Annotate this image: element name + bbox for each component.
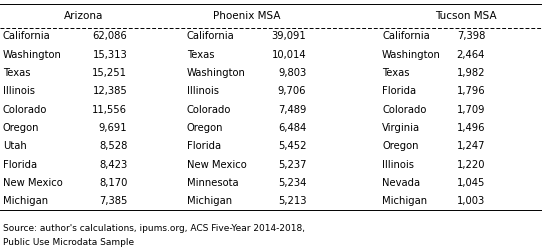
Text: Florida: Florida <box>187 141 221 151</box>
Text: 7,489: 7,489 <box>278 104 306 114</box>
Text: 5,213: 5,213 <box>278 196 306 205</box>
Text: Tucson MSA: Tucson MSA <box>435 11 497 21</box>
Text: Utah: Utah <box>3 141 27 151</box>
Text: 8,170: 8,170 <box>99 177 127 187</box>
Text: Michigan: Michigan <box>382 196 427 205</box>
Text: Florida: Florida <box>382 86 416 96</box>
Text: 11,556: 11,556 <box>92 104 127 114</box>
Text: Texas: Texas <box>187 50 215 59</box>
Text: Colorado: Colorado <box>187 104 231 114</box>
Text: California: California <box>382 31 430 41</box>
Text: 1,982: 1,982 <box>456 68 485 78</box>
Text: 9,691: 9,691 <box>99 122 127 132</box>
Text: New Mexico: New Mexico <box>187 159 247 169</box>
Text: 8,423: 8,423 <box>99 159 127 169</box>
Text: 1,709: 1,709 <box>456 104 485 114</box>
Text: Oregon: Oregon <box>187 122 223 132</box>
Text: Source: author's calculations, ipums.org, ACS Five-Year 2014-2018,: Source: author's calculations, ipums.org… <box>3 223 305 232</box>
Text: 9,706: 9,706 <box>278 86 306 96</box>
Text: Oregon: Oregon <box>3 122 39 132</box>
Text: Washington: Washington <box>3 50 62 59</box>
Text: Arizona: Arizona <box>64 11 104 21</box>
Text: 1,045: 1,045 <box>457 177 485 187</box>
Text: Colorado: Colorado <box>382 104 427 114</box>
Text: Oregon: Oregon <box>382 141 418 151</box>
Text: 1,003: 1,003 <box>457 196 485 205</box>
Text: 2,464: 2,464 <box>457 50 485 59</box>
Text: 15,251: 15,251 <box>92 68 127 78</box>
Text: Michigan: Michigan <box>187 196 232 205</box>
Text: Illinois: Illinois <box>382 159 414 169</box>
Text: 62,086: 62,086 <box>93 31 127 41</box>
Text: Florida: Florida <box>3 159 37 169</box>
Text: Texas: Texas <box>3 68 30 78</box>
Text: 1,796: 1,796 <box>456 86 485 96</box>
Text: Phoenix MSA: Phoenix MSA <box>213 11 280 21</box>
Text: 9,803: 9,803 <box>278 68 306 78</box>
Text: 5,234: 5,234 <box>278 177 306 187</box>
Text: Virginia: Virginia <box>382 122 420 132</box>
Text: 1,220: 1,220 <box>456 159 485 169</box>
Text: 5,452: 5,452 <box>278 141 306 151</box>
Text: Washington: Washington <box>187 68 246 78</box>
Text: Illinois: Illinois <box>187 86 219 96</box>
Text: Michigan: Michigan <box>3 196 48 205</box>
Text: California: California <box>187 31 235 41</box>
Text: 6,484: 6,484 <box>278 122 306 132</box>
Text: Nevada: Nevada <box>382 177 420 187</box>
Text: Illinois: Illinois <box>3 86 35 96</box>
Text: 12,385: 12,385 <box>93 86 127 96</box>
Text: 15,313: 15,313 <box>93 50 127 59</box>
Text: 39,091: 39,091 <box>272 31 306 41</box>
Text: 1,496: 1,496 <box>456 122 485 132</box>
Text: 5,237: 5,237 <box>278 159 306 169</box>
Text: Washington: Washington <box>382 50 441 59</box>
Text: New Mexico: New Mexico <box>3 177 62 187</box>
Text: 7,385: 7,385 <box>99 196 127 205</box>
Text: California: California <box>3 31 50 41</box>
Text: Public Use Microdata Sample: Public Use Microdata Sample <box>3 237 134 246</box>
Text: Colorado: Colorado <box>3 104 47 114</box>
Text: 10,014: 10,014 <box>272 50 306 59</box>
Text: Minnesota: Minnesota <box>187 177 238 187</box>
Text: 1,247: 1,247 <box>456 141 485 151</box>
Text: 7,398: 7,398 <box>457 31 485 41</box>
Text: 8,528: 8,528 <box>99 141 127 151</box>
Text: Texas: Texas <box>382 68 410 78</box>
